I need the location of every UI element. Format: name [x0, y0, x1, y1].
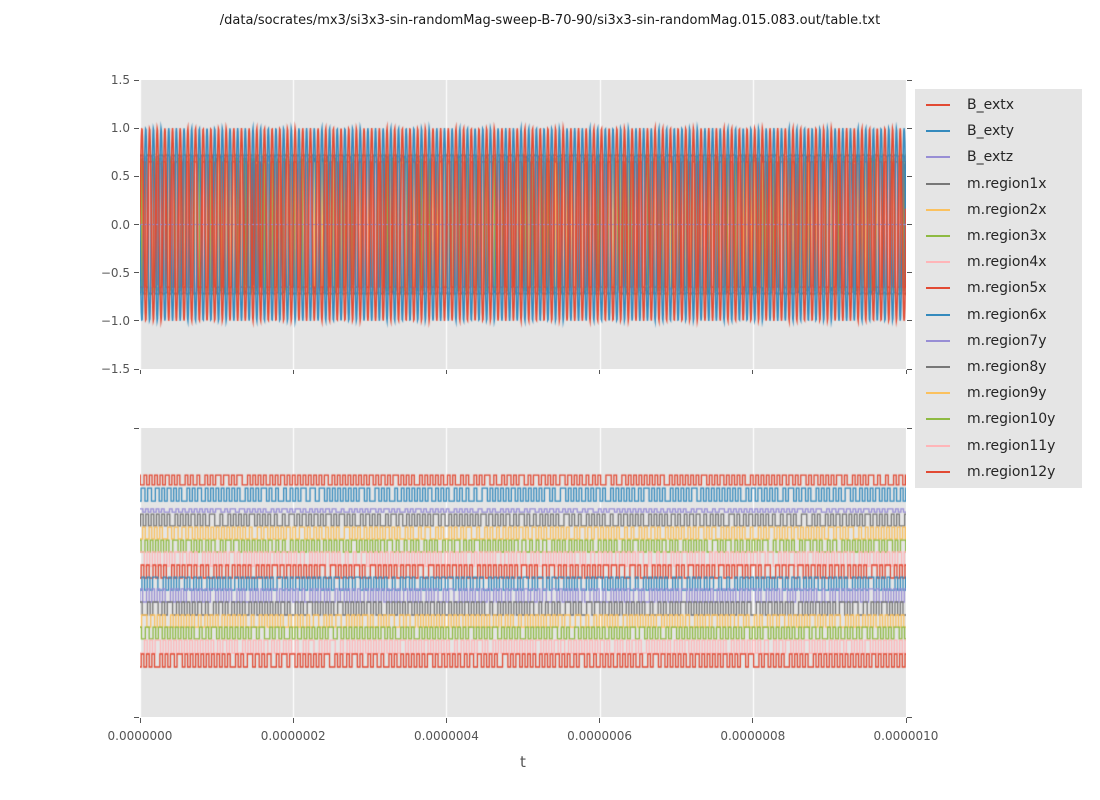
y-tick-label: 0.0 [110, 217, 130, 232]
legend-item: B_extz [915, 144, 1082, 170]
y-tick-mark [134, 272, 139, 274]
x-tick-mark [139, 718, 141, 723]
legend: B_extx B_exty B_extz m.region1x m.region2x m.… [915, 89, 1082, 488]
legend-item: m.region3x [915, 223, 1082, 249]
y-tick-mark [134, 79, 139, 81]
x-tick-label: 0.0000006 [567, 729, 633, 743]
x-tick-mark [292, 718, 294, 723]
x-tick-mark [752, 370, 754, 374]
legend-item: m.region1x [915, 171, 1082, 197]
y-tick-mark [907, 716, 912, 718]
legend-line-swatch [926, 418, 950, 421]
legend-line-swatch [926, 287, 950, 290]
legend-item-label: m.region11y [967, 437, 1056, 454]
chart-title: /data/socrates/mx3/si3x3-sin-randomMag-s… [219, 13, 881, 28]
legend-line-swatch [926, 470, 950, 473]
bottom-subplot-panel [140, 428, 906, 717]
legend-line-swatch [926, 261, 950, 264]
legend-item: m.region6x [915, 302, 1082, 328]
legend-item: m.region4x [915, 249, 1082, 275]
legend-line-swatch [926, 130, 950, 133]
legend-item: m.region7y [915, 328, 1082, 354]
x-tick-mark [445, 370, 447, 374]
y-tick-mark [907, 368, 912, 370]
x-tick-mark [752, 718, 754, 723]
y-tick-mark [907, 427, 912, 429]
x-tick-mark [905, 718, 907, 723]
x-tick-mark [445, 718, 447, 723]
legend-line-swatch [926, 104, 950, 107]
x-tick-mark [599, 718, 601, 723]
legend-item: m.region10y [915, 406, 1082, 432]
legend-item-label: m.region8y [967, 358, 1047, 375]
legend-line-swatch [926, 156, 950, 159]
y-tick-label: 0.5 [110, 169, 130, 184]
x-tick-mark [599, 370, 601, 374]
legend-line-swatch [926, 444, 950, 447]
x-tick-label: 0.0000010 [873, 729, 939, 743]
legend-line-swatch [926, 392, 950, 395]
legend-item: m.region11y [915, 432, 1082, 458]
y-tick-mark [907, 175, 912, 177]
legend-item: m.region2x [915, 197, 1082, 223]
legend-item-label: m.region6x [967, 306, 1047, 323]
legend-item: m.region8y [915, 354, 1082, 380]
legend-item: m.region12y [915, 459, 1082, 485]
legend-item: B_extx [915, 92, 1082, 118]
legend-item-label: m.region7y [967, 332, 1047, 349]
y-tick-label: −1.0 [100, 313, 130, 328]
top-plot-canvas [140, 80, 906, 369]
legend-line-swatch [926, 339, 950, 342]
legend-item-label: m.region1x [967, 175, 1047, 192]
legend-item-label: B_extx [967, 97, 1015, 114]
legend-item: m.region9y [915, 380, 1082, 406]
legend-item: m.region5x [915, 275, 1082, 301]
y-tick-mark [134, 427, 139, 429]
legend-item-label: m.region12y [967, 463, 1056, 480]
y-tick-mark [907, 127, 912, 129]
y-tick-label: 1.0 [110, 121, 130, 136]
y-tick-label: 1.5 [110, 73, 130, 87]
legend-line-swatch [926, 313, 950, 316]
legend-item-label: m.region5x [967, 280, 1047, 297]
x-tick-label: 0.0000002 [260, 729, 326, 743]
y-tick-label: −0.5 [100, 265, 130, 280]
x-tick-label: 0.0000004 [413, 729, 479, 743]
legend-item-label: B_extz [967, 149, 1014, 166]
y-tick-mark [907, 320, 912, 322]
x-tick-mark [905, 370, 907, 374]
x-tick-label: 0.0000008 [720, 729, 786, 743]
legend-item-label: m.region3x [967, 228, 1047, 245]
x-tick-mark [139, 370, 141, 374]
y-tick-mark [134, 716, 139, 718]
x-axis-label: t [520, 753, 526, 771]
y-tick-label: −1.5 [100, 362, 130, 376]
y-tick-mark [134, 224, 139, 225]
legend-item-label: m.region4x [967, 254, 1047, 271]
legend-item-label: m.region9y [967, 385, 1047, 402]
legend-item: B_exty [915, 118, 1082, 144]
y-tick-mark [907, 272, 912, 274]
y-tick-mark [134, 320, 139, 322]
legend-item-label: B_exty [967, 123, 1015, 140]
x-tick-label: 0.0000000 [107, 729, 173, 743]
y-tick-mark [134, 175, 139, 177]
legend-line-swatch [926, 208, 950, 211]
top-subplot-panel [140, 80, 906, 369]
legend-item-label: m.region2x [967, 201, 1047, 218]
y-tick-mark [134, 368, 139, 370]
y-tick-mark [907, 224, 912, 225]
bottom-plot-canvas [140, 428, 906, 717]
y-tick-mark [134, 127, 139, 129]
legend-line-swatch [926, 235, 950, 238]
legend-line-swatch [926, 365, 950, 368]
legend-line-swatch [926, 182, 950, 185]
legend-item-label: m.region10y [967, 411, 1056, 428]
x-tick-mark [292, 370, 294, 374]
y-tick-mark [907, 79, 912, 81]
